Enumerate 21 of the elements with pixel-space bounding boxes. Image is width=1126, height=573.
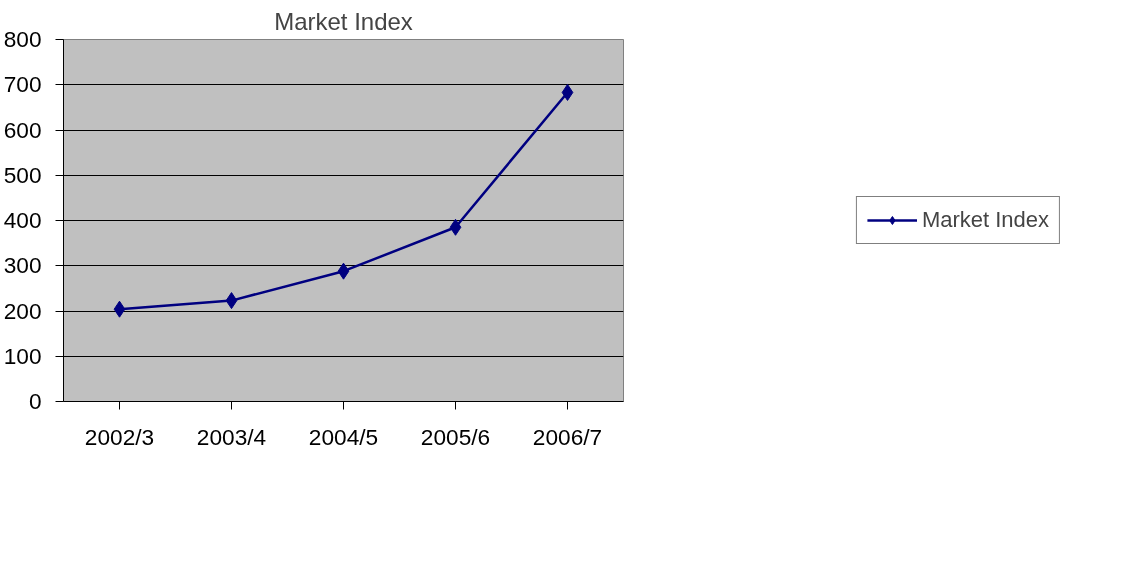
x-tick-label: 2004/5 <box>308 423 379 450</box>
y-tick-label: 300 <box>3 252 42 279</box>
point <box>449 218 462 236</box>
y-tick-label: 600 <box>3 116 42 143</box>
x-tick-label: 2006/7 <box>532 423 603 450</box>
legend-label: Market Index <box>921 207 1050 233</box>
y-tick-label: 700 <box>3 71 42 98</box>
point <box>113 300 126 318</box>
x-tick-label: 2003/4 <box>196 423 267 450</box>
y-tick-label: 500 <box>3 161 42 188</box>
x-tick-label: 2002/3 <box>84 423 155 450</box>
y-tick-label: 0 <box>28 388 42 414</box>
chart-title: Market Index <box>274 7 413 35</box>
point <box>225 292 238 310</box>
y-tick-label: 800 <box>3 26 42 52</box>
y-tick-label: 400 <box>3 207 42 233</box>
y-tick-label: 200 <box>3 297 42 324</box>
point <box>561 83 574 101</box>
y-tick-label: 100 <box>3 342 42 369</box>
point <box>337 262 350 280</box>
x-tick-label: 2005/6 <box>420 423 491 450</box>
